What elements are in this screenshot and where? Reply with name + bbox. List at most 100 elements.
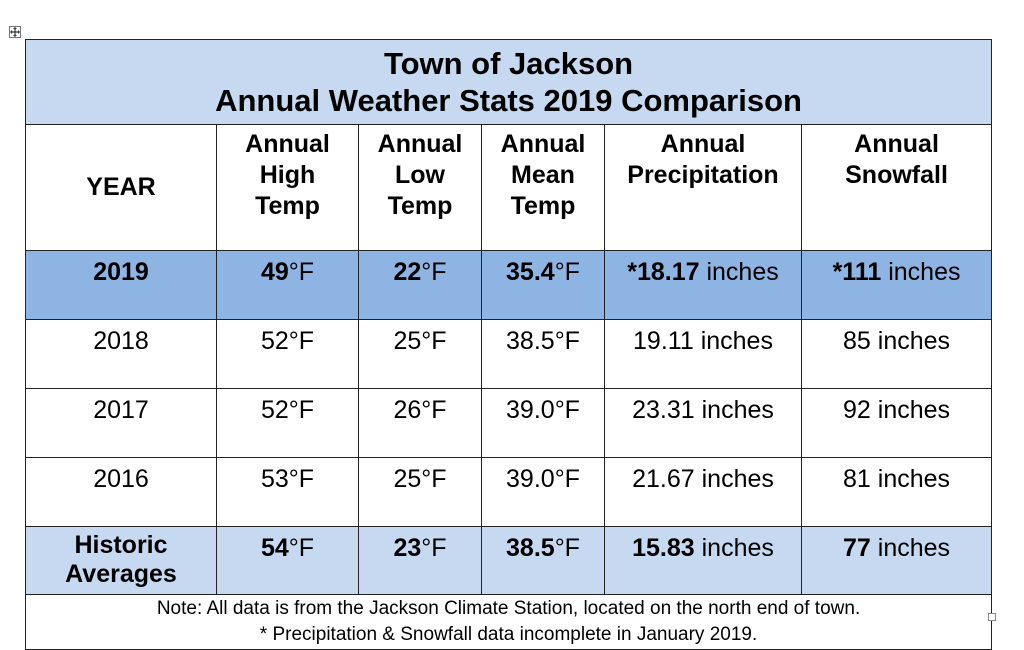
value-unit: °F — [421, 465, 447, 493]
table-row-2019: 2019 49°F 22°F 35.4°F *18.17 inches *111… — [25, 250, 993, 320]
cell-year: Historic Averages — [25, 526, 217, 595]
value-number: 81 — [843, 465, 871, 493]
value-unit: inches — [699, 258, 779, 286]
value-number: 49 — [260, 258, 289, 286]
value-unit: °F — [421, 327, 447, 355]
value-unit: °F — [288, 396, 315, 424]
year-value: 2016 — [93, 465, 149, 493]
value-unit: inches — [881, 258, 961, 286]
header-line: Temp — [255, 192, 320, 220]
cell-mean: 39.0°F — [481, 457, 605, 527]
cell-precip: 19.11 inches — [604, 319, 802, 389]
cell-mean: 35.4°F — [481, 250, 605, 320]
value-number: 52 — [260, 327, 289, 355]
value-number: 85 — [843, 327, 871, 355]
value-number: 54 — [260, 534, 289, 562]
cell-snow: 77 inches — [800, 526, 993, 595]
header-snowfall: Annual Snowfall — [800, 124, 993, 251]
title-line-1: Town of Jackson — [383, 46, 634, 81]
value-number: 92 — [843, 396, 871, 424]
value-number: 23 — [393, 534, 422, 562]
value-number: 25 — [393, 327, 422, 355]
header-line: Mean — [511, 161, 575, 189]
value-unit: °F — [554, 396, 580, 424]
value-unit: °F — [288, 327, 315, 355]
value-unit: inches — [694, 465, 774, 493]
table-row-2018: 2018 52°F 25°F 38.5°F 19.11 inches 85 in… — [25, 319, 993, 389]
value-number: 38.5 — [506, 534, 555, 562]
header-line: Snowfall — [845, 161, 948, 189]
value-unit: °F — [554, 327, 580, 355]
table-row-2016: 2016 53°F 25°F 39.0°F 21.67 inches 81 in… — [25, 457, 993, 527]
cell-high: 52°F — [216, 319, 359, 389]
value-unit: inches — [870, 534, 951, 562]
cell-low: 26°F — [358, 388, 482, 458]
cell-high: 53°F — [216, 457, 359, 527]
value-number: 25 — [393, 465, 422, 493]
value-unit: °F — [554, 465, 580, 493]
year-label-line: Averages — [65, 560, 177, 588]
cell-low: 25°F — [358, 457, 482, 527]
header-line: Annual — [854, 130, 939, 158]
title-line-2: Annual Weather Stats 2019 Comparison — [215, 83, 802, 118]
cell-mean: 38.5°F — [481, 319, 605, 389]
cell-snow: *111 inches — [800, 250, 993, 320]
header-line: Temp — [387, 192, 453, 220]
value-number: 39.0 — [506, 396, 555, 424]
header-line: Annual — [500, 130, 586, 158]
header-line: Precipitation — [627, 161, 779, 189]
cell-low: 22°F — [358, 250, 482, 320]
year-value: 2019 — [93, 258, 149, 286]
value-number: 26 — [393, 396, 422, 424]
value-number: 21.67 — [632, 465, 695, 493]
cell-year: 2016 — [25, 457, 217, 527]
value-unit: inches — [870, 327, 951, 355]
value-unit: inches — [870, 465, 951, 493]
table-move-handle-icon[interactable] — [9, 26, 21, 38]
cell-low: 25°F — [358, 319, 482, 389]
header-precipitation: Annual Precipitation — [604, 124, 802, 251]
header-low-temp: Annual Low Temp — [358, 124, 482, 251]
value-number: 19.11 — [633, 327, 694, 355]
header-year-label: YEAR — [86, 173, 156, 201]
value-unit: inches — [693, 327, 773, 355]
value-unit: °F — [421, 396, 447, 424]
value-number: 15.83 — [632, 534, 695, 562]
value-unit: inches — [694, 396, 774, 424]
table-resize-handle-icon[interactable] — [988, 613, 996, 621]
cell-high: 54°F — [216, 526, 359, 595]
cell-high: 52°F — [216, 388, 359, 458]
value-unit: inches — [694, 534, 774, 562]
table-note: Note: All data is from the Jackson Clima… — [24, 594, 993, 650]
cell-precip: 21.67 inches — [604, 457, 802, 527]
cell-low: 23°F — [358, 526, 482, 595]
year-value: 2017 — [93, 396, 149, 424]
header-year: YEAR — [25, 124, 217, 251]
value-number: 38.5 — [506, 327, 555, 355]
note-line-2: * Precipitation & Snowfall data incomple… — [259, 624, 758, 645]
header-mean-temp: Annual Mean Temp — [481, 124, 605, 251]
cell-mean: 39.0°F — [481, 388, 605, 458]
cell-precip: *18.17 inches — [604, 250, 802, 320]
header-high-temp: Annual High Temp — [216, 124, 359, 251]
value-unit: °F — [421, 258, 447, 286]
value-unit: °F — [554, 258, 580, 286]
value-number: 52 — [260, 396, 289, 424]
value-number: 22 — [393, 258, 422, 286]
value-number: 53 — [260, 465, 289, 493]
value-unit: °F — [288, 258, 315, 286]
cell-year: 2017 — [25, 388, 217, 458]
value-number: 35.4 — [506, 258, 555, 286]
header-line: High — [259, 161, 316, 189]
value-number: *18.17 — [627, 258, 700, 286]
table-row-historic-averages: Historic Averages 54°F 23°F 38.5°F 15.83… — [25, 526, 993, 595]
cell-year: 2018 — [25, 319, 217, 389]
cell-snow: 92 inches — [800, 388, 993, 458]
cell-precip: 23.31 inches — [604, 388, 802, 458]
value-unit: °F — [554, 534, 580, 562]
value-number: *111 — [832, 258, 882, 286]
value-number: 39.0 — [506, 465, 555, 493]
note-line-1: Note: All data is from the Jackson Clima… — [156, 598, 861, 619]
cell-precip: 15.83 inches — [604, 526, 802, 595]
header-line: Annual — [660, 130, 746, 158]
